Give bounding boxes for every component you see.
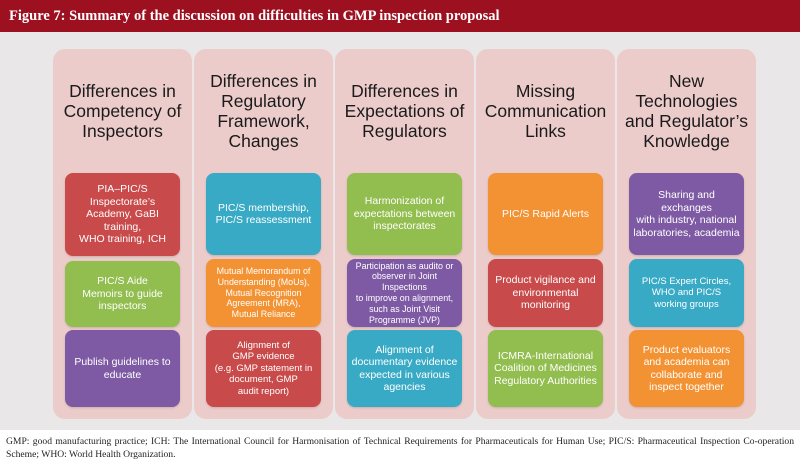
footnote: GMP: good manufacturing practice; ICH: T… (6, 436, 794, 460)
figure-title: Figure 7: Summary of the discussion on d… (0, 0, 800, 32)
column-regulatory-framework: Differences in Regulatory Framework, Cha… (194, 49, 333, 419)
card-rapid-alerts: PIC/S Rapid Alerts (488, 173, 603, 255)
card-aide-memoirs: PIC/S Aide Memoirs to guide inspectors (65, 261, 180, 327)
diagram-area: Differences in Competency of Inspectors … (0, 32, 800, 430)
card-expert-circles: PIC/S Expert Circles, WHO and PIC/S work… (629, 259, 744, 327)
column-new-technologies: New Technologies and Regulator’s Knowled… (617, 49, 756, 419)
column-competency-of-inspectors: Differences in Competency of Inspectors … (53, 49, 192, 419)
card-icmra: ICMRA-International Coalition of Medicin… (488, 330, 603, 407)
column-title: New Technologies and Regulator’s Knowled… (625, 71, 748, 151)
card-product-vigilance: Product vigilance and environmental moni… (488, 259, 603, 327)
card-gmp-evidence: Alignment of GMP evidence (e.g. GMP stat… (206, 330, 321, 407)
column-title: Missing Communication Links (484, 81, 607, 141)
card-joint-inspections: Participation as audito or observer in J… (347, 259, 462, 327)
card-harmonization: Harmonization of expectations between in… (347, 173, 462, 255)
card-training: PIA–PIC/S Inspectorate’s Academy, GaBI t… (65, 173, 180, 256)
column-title: Differences in Competency of Inspectors (63, 81, 182, 141)
card-documentary-evidence: Alignment of documentary evidence expect… (347, 330, 462, 407)
card-pics-membership: PIC/S membership, PIC/S reassessment (206, 173, 321, 255)
card-sharing-exchanges: Sharing and exchanges with industry, nat… (629, 173, 744, 255)
card-publish-guidelines: Publish guidelines to educate (65, 330, 180, 407)
column-title: Differences in Regulatory Framework, Cha… (210, 71, 317, 151)
column-title: Differences in Expectations of Regulator… (344, 81, 465, 141)
card-product-evaluators: Product evaluators and academia can coll… (629, 330, 744, 407)
column-communication-links: Missing Communication Links PIC/S Rapid … (476, 49, 615, 419)
column-expectations-of-regulators: Differences in Expectations of Regulator… (335, 49, 474, 419)
card-mou-mra: Mutual Memorandum of Understanding (MoUs… (206, 259, 321, 327)
